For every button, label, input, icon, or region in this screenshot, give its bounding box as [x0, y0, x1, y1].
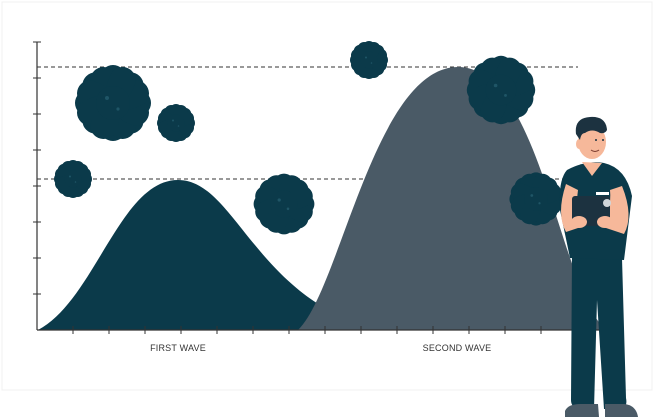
- doctor-eye: [602, 139, 604, 141]
- x-axis: [37, 326, 600, 334]
- virus-icon: [479, 68, 524, 113]
- doctor-neck: [582, 162, 602, 176]
- virus-icon: [61, 167, 86, 192]
- virus-icon: [519, 182, 554, 217]
- doctor-hand: [597, 216, 613, 228]
- doctor-hand: [571, 216, 587, 228]
- left-shoe: [565, 404, 599, 417]
- doctor-smile: [590, 149, 600, 152]
- pocket-pen: [596, 192, 609, 195]
- doctor-figure: [559, 116, 638, 417]
- doctor-ear: [576, 139, 582, 149]
- virus-icon: [264, 184, 304, 224]
- doctor-eye: [595, 139, 597, 141]
- doctor-hair: [575, 116, 607, 140]
- first-wave-label: FIRST WAVE: [150, 343, 206, 353]
- second-wave-label: SECOND WAVE: [423, 343, 492, 353]
- clipboard-clip: [603, 199, 611, 207]
- virus-icon: [88, 78, 138, 128]
- virus-icon: [164, 111, 189, 136]
- doctor-pants: [571, 255, 627, 409]
- right-shoe: [605, 404, 638, 417]
- first-wave-curve: [38, 180, 380, 330]
- virus-icon: [357, 48, 382, 73]
- second-wave-curve: [298, 67, 606, 330]
- y-axis: [33, 41, 41, 330]
